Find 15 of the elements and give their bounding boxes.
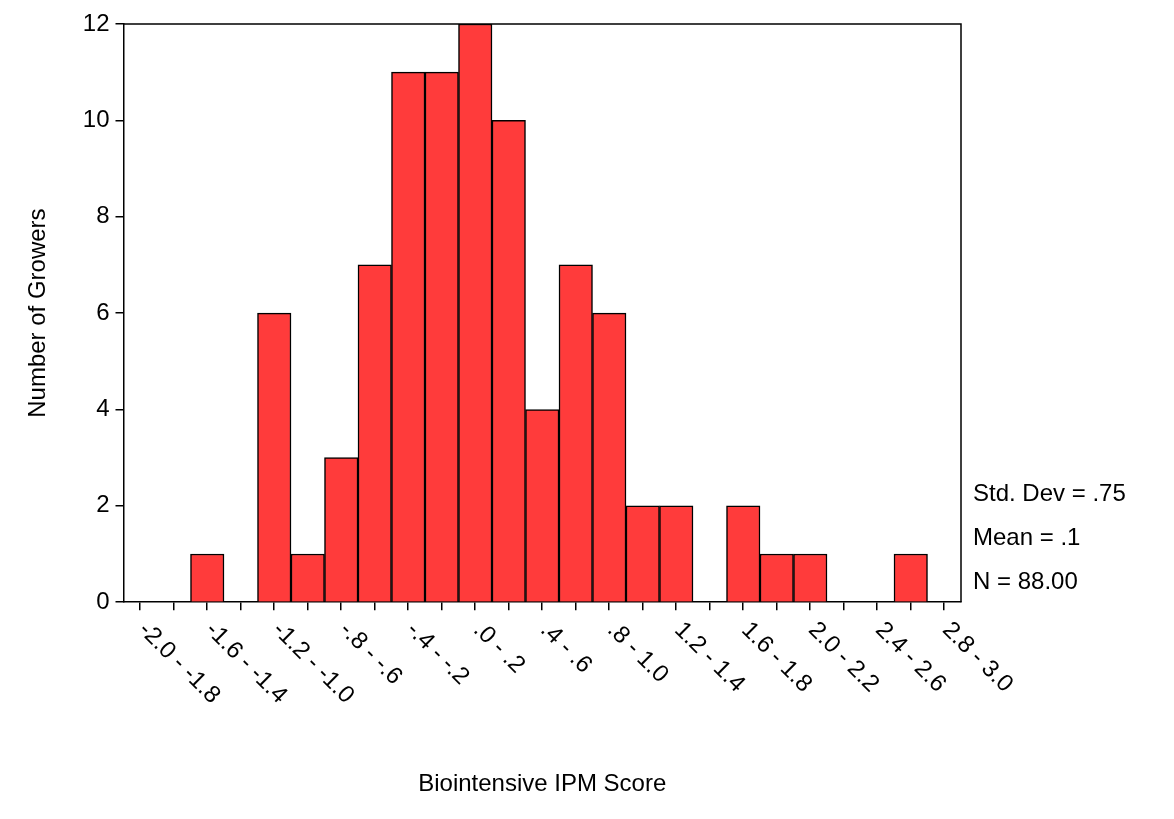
x-tick-label: .8 - 1.0 <box>603 615 675 688</box>
x-axis-title: Biointensive IPM Score <box>418 769 667 797</box>
text: Mean = .1 <box>973 522 1081 550</box>
x-tick-label: .0 - .2 <box>469 615 532 678</box>
text: Std. Dev = .75 <box>973 478 1126 506</box>
y-tick-label: 2 <box>96 490 110 518</box>
y-tick-label: 8 <box>96 201 110 229</box>
y-tick-label: 4 <box>96 394 110 422</box>
text: N = 88.00 <box>973 566 1078 594</box>
y-tick-label: 12 <box>82 8 110 36</box>
y-axis-title: Number of Growers <box>23 208 51 418</box>
y-tick-label: 6 <box>96 297 110 325</box>
y-tick-label: 0 <box>96 586 110 614</box>
x-tick-label: .4 - .6 <box>536 615 599 678</box>
y-tick-label: 10 <box>82 104 110 132</box>
